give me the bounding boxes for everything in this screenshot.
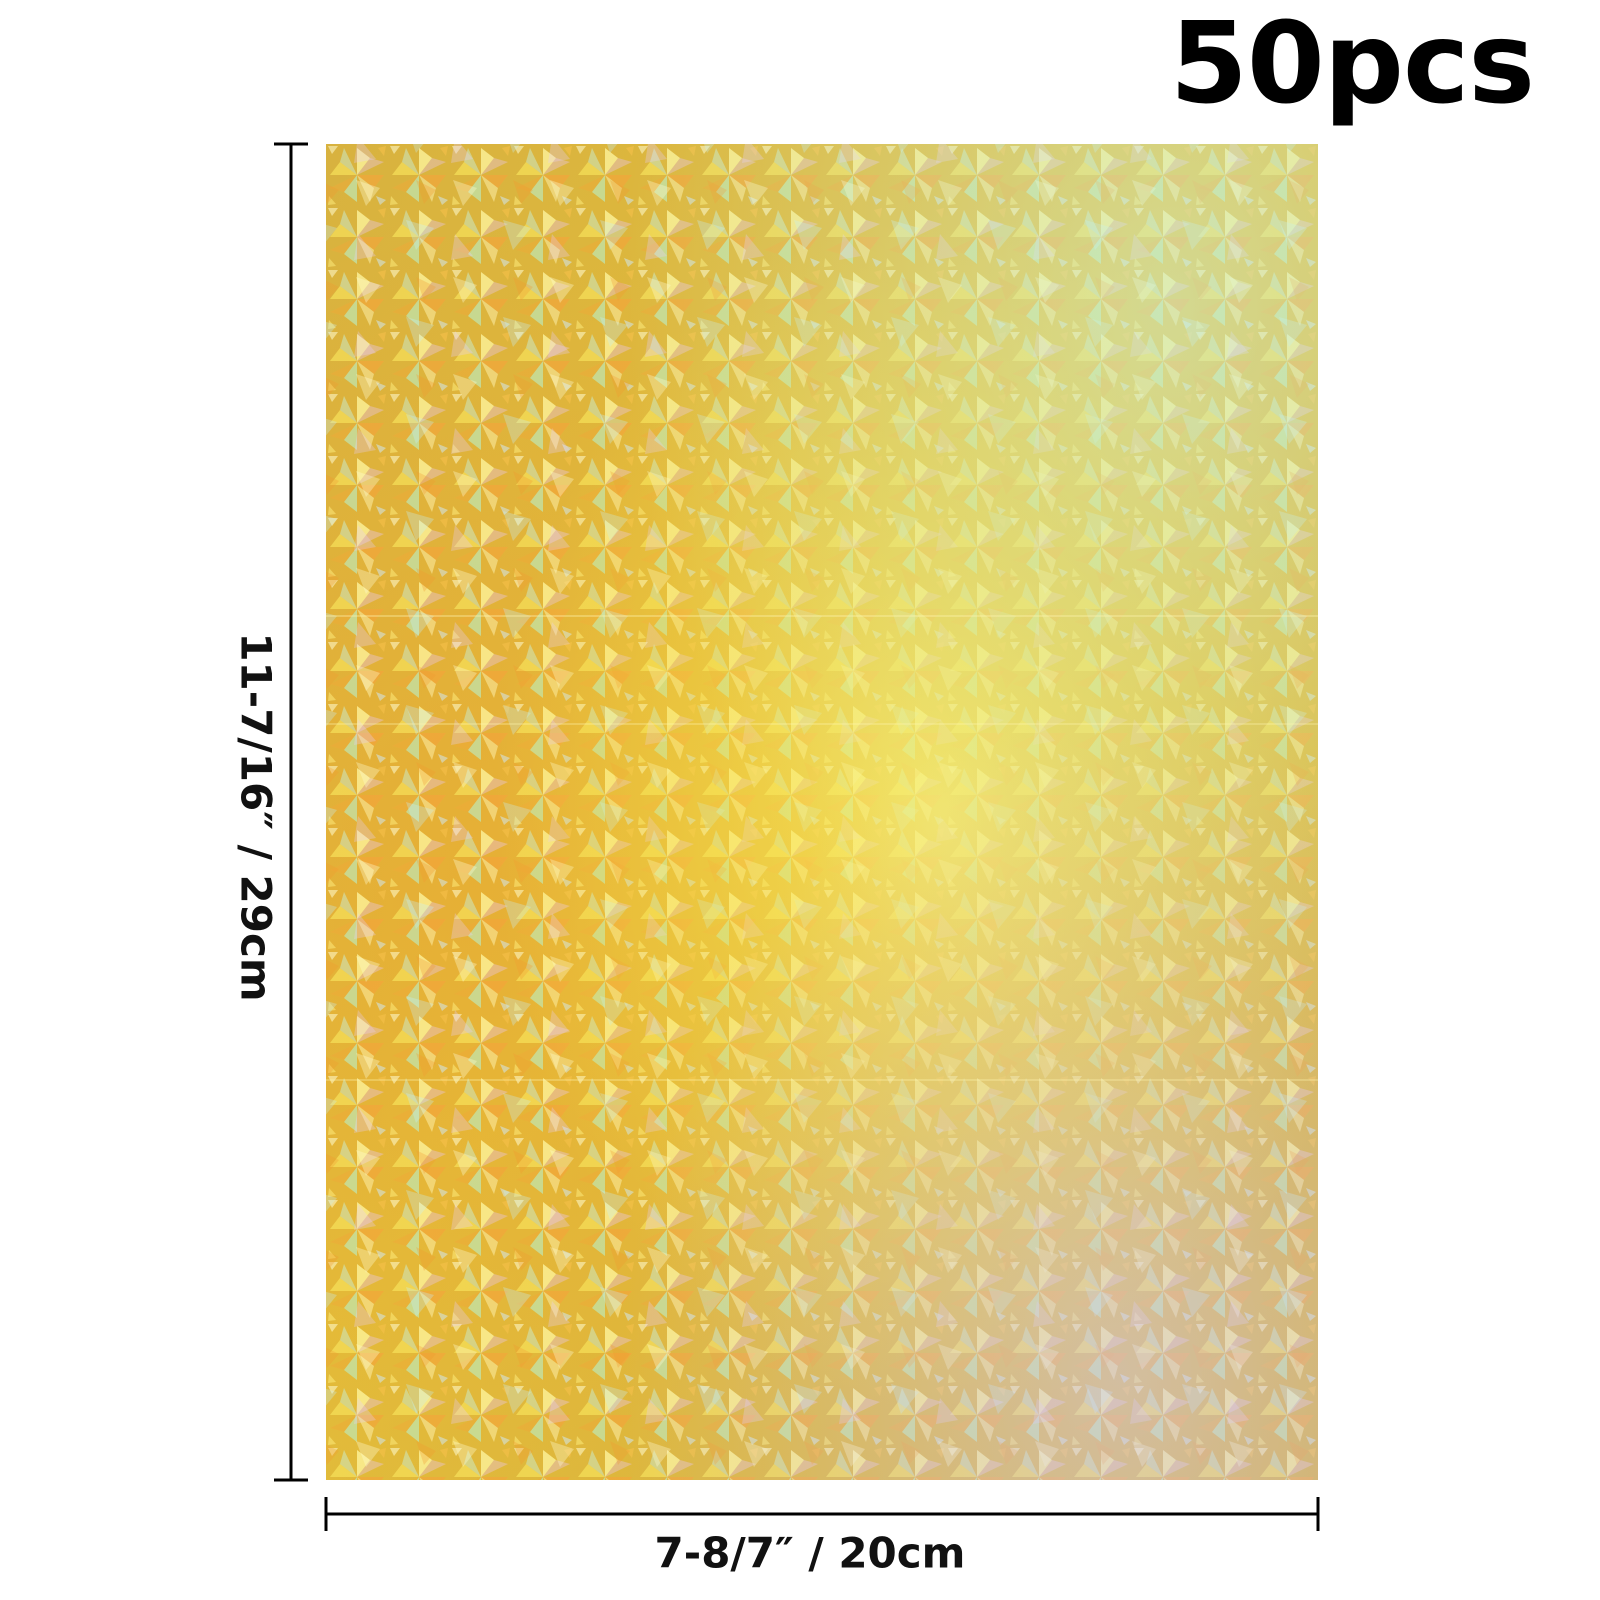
quantity-label: 50pcs <box>1169 0 1535 129</box>
holographic-gold-sheet <box>326 144 1318 1480</box>
width-dimension-line <box>324 1497 1320 1531</box>
width-dimension-label: 7-8/7″ / 20cm <box>654 1528 966 1578</box>
height-dimension-label: 11-7/16″ / 29cm <box>231 632 281 1002</box>
